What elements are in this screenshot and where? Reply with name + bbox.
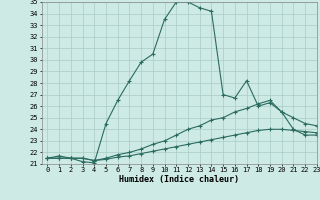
X-axis label: Humidex (Indice chaleur): Humidex (Indice chaleur) (119, 175, 239, 184)
